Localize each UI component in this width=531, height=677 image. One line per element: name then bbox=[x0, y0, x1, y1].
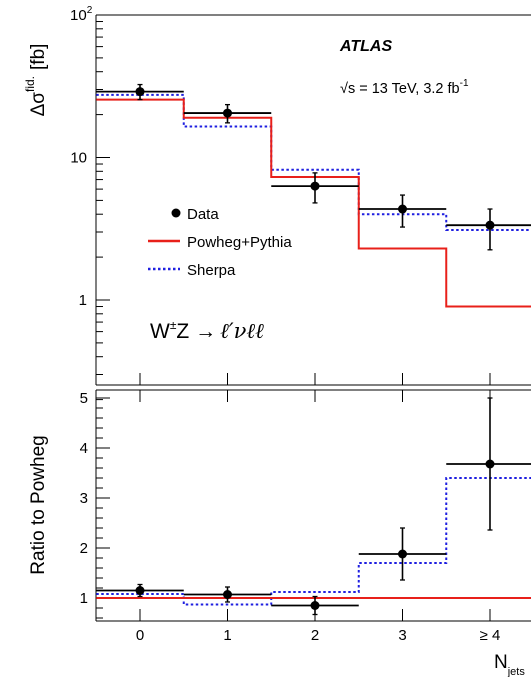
x-tick-label: 2 bbox=[311, 627, 319, 644]
top-y-tick-label: 1 bbox=[79, 292, 87, 309]
x-tick-label: ≥ 4 bbox=[480, 627, 501, 644]
top-y-axis-sup: fid. bbox=[23, 76, 37, 92]
top-series-group bbox=[96, 93, 531, 308]
bottom-axis-ticks bbox=[96, 390, 491, 621]
ratio-point-marker bbox=[398, 549, 407, 559]
energy-sup: -1 bbox=[460, 78, 469, 89]
process-label: W±Z → ℓ′νℓℓ bbox=[150, 318, 264, 343]
energy-text: √s = 13 TeV, 3.2 fb bbox=[340, 81, 460, 97]
top-y-axis-delta-sigma: Δσ bbox=[28, 92, 49, 117]
process-pm: ± bbox=[170, 318, 177, 332]
ratio-point-marker bbox=[135, 586, 145, 595]
data-point-marker bbox=[485, 220, 495, 230]
legend-sherpa-label: Sherpa bbox=[187, 262, 236, 279]
bottom-panel: 1 2 3 4 5 0 1 2 3 ≥ 4 Ratio to Powheg Njets bbox=[28, 389, 531, 677]
bottom-y-tick-labels: 1 2 3 4 5 bbox=[80, 390, 88, 607]
sherpa-ratio-step-line bbox=[96, 477, 531, 606]
energy-label: √s = 13 TeV, 3.2 fb-1 bbox=[340, 78, 469, 97]
top-y-tick-labels: 102 10 1 bbox=[70, 5, 93, 309]
legend-data-label: Data bbox=[187, 206, 219, 223]
top-y-tick-label: 10 bbox=[70, 150, 87, 167]
bottom-y-tick-label: 2 bbox=[80, 540, 88, 557]
data-point-marker bbox=[135, 87, 145, 97]
top-y-axis-unit: [fb] bbox=[28, 44, 49, 70]
bottom-y-tick-label: 5 bbox=[80, 390, 88, 407]
x-tick-label: 3 bbox=[398, 627, 406, 644]
top-panel: 102 10 1 Δσfid. [fb] ATLAS √s = 13 TeV, 3.2… bbox=[23, 5, 531, 401]
x-axis-label: Njets bbox=[494, 652, 525, 677]
data-point-marker bbox=[398, 204, 407, 214]
process-z: Z → bbox=[176, 320, 216, 343]
x-tick-label: 1 bbox=[223, 627, 231, 644]
x-tick-labels: 0 1 2 3 ≥ 4 bbox=[136, 627, 501, 644]
top-y-tick-label: 102 bbox=[70, 5, 93, 24]
data-point-marker bbox=[310, 181, 320, 191]
top-data-points bbox=[96, 83, 531, 251]
process-w: W bbox=[150, 320, 170, 343]
bottom-y-axis-label: Ratio to Powheg bbox=[28, 435, 49, 574]
process-leptons: ℓ′νℓℓ bbox=[220, 319, 264, 343]
bottom-y-tick-label: 1 bbox=[80, 590, 88, 607]
sherpa-step-line bbox=[96, 93, 531, 231]
bottom-y-tick-label: 4 bbox=[80, 440, 88, 457]
x-tick-label: 0 bbox=[136, 627, 144, 644]
bottom-series-group bbox=[96, 477, 531, 606]
bottom-y-tick-label: 3 bbox=[80, 490, 88, 507]
legend: Data Powheg+Pythia Sherpa bbox=[148, 206, 292, 279]
legend-data-marker bbox=[171, 208, 181, 218]
ratio-point-marker bbox=[223, 590, 232, 599]
experiment-label: ATLAS bbox=[339, 38, 392, 55]
ratio-point-marker bbox=[485, 459, 495, 469]
top-y-axis-label: Δσfid. [fb] bbox=[23, 44, 49, 117]
data-point-marker bbox=[223, 108, 232, 118]
top-axis-ticks bbox=[96, 21, 491, 401]
legend-powheg-label: Powheg+Pythia bbox=[187, 234, 292, 251]
x-axis-n: N bbox=[494, 652, 508, 673]
bottom-data-points bbox=[96, 397, 531, 616]
x-axis-sub: jets bbox=[507, 666, 526, 677]
ratio-point-marker bbox=[310, 601, 320, 610]
